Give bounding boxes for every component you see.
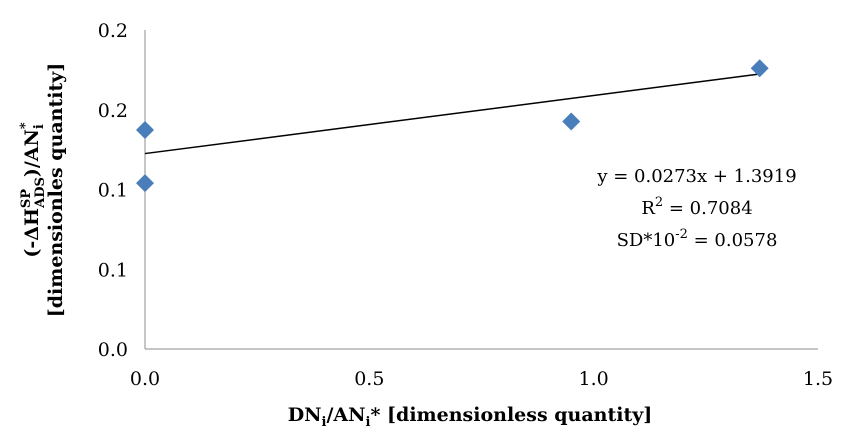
- trend-equation: y = 0.0273x + 1.3919: [596, 166, 796, 187]
- r-squared: R2 = 0.7084: [641, 195, 752, 219]
- y-tick-label: 0.2: [98, 20, 128, 42]
- data-point: [562, 112, 581, 131]
- y-tick-label: 0.1: [98, 259, 128, 281]
- data-point: [136, 174, 154, 193]
- svg-text:(-ΔHSPADS)/ANi*: (-ΔHSPADS)/ANi*: [18, 122, 48, 258]
- data-point: [750, 59, 769, 78]
- x-tick-label: 1.0: [579, 368, 609, 390]
- x-tick-label: 1.5: [803, 368, 833, 390]
- x-axis-label: DNi/ANi* [dimensionless quantity]: [288, 404, 653, 430]
- y-axis-label: (-ΔHSPADS)/ANi* [dimensionles quantity]: [18, 63, 67, 318]
- y-tick-labels: 0.0 0.1 0.1 0.2 0.2: [98, 20, 128, 361]
- data-point: [136, 120, 154, 139]
- x-tick-labels: 0.0 0.5 1.0 1.5: [130, 368, 833, 390]
- x-tick-label: 0.5: [354, 368, 384, 390]
- y-tick-label: 0.1: [98, 180, 128, 202]
- x-tick-label: 0.0: [130, 368, 160, 390]
- standard-deviation: SD*10-2 = 0.0578: [617, 227, 778, 251]
- data-points: [136, 59, 769, 193]
- trendline: [144, 73, 760, 155]
- y-tick-label: 0.0: [98, 339, 128, 361]
- svg-text:[dimensionles quantity]: [dimensionles quantity]: [45, 63, 67, 318]
- y-tick-label: 0.2: [98, 100, 128, 122]
